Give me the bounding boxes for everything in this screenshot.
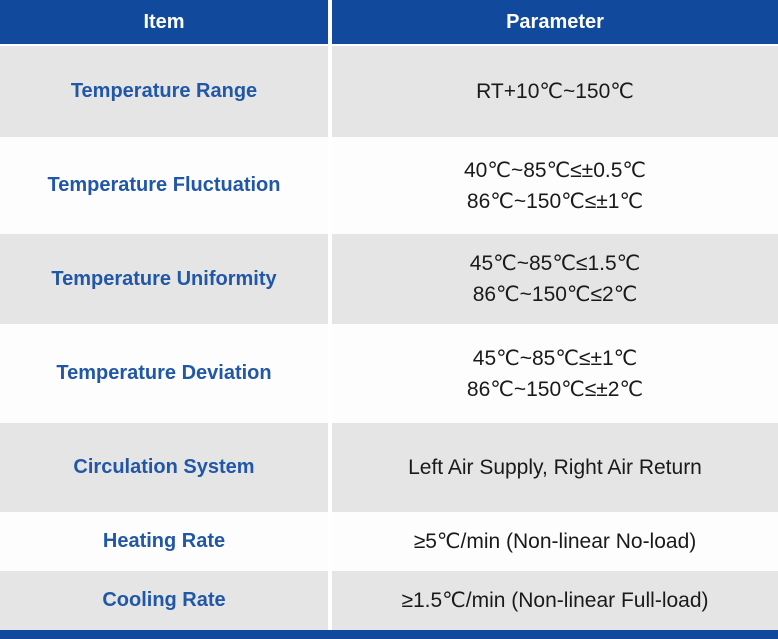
parameter-cell: RT+10℃~150℃ [332,46,778,137]
table-row: Temperature Deviation 45℃~85℃≤±1℃ 86℃~150℃… [0,324,778,423]
parameter-line: 45℃~85℃≤1.5℃ [469,252,641,275]
parameter-line: ≥5℃/min (Non-linear No-load) [413,530,697,553]
table-row: Temperature Uniformity 45℃~85℃≤1.5℃ 86℃~15… [0,234,778,324]
table-row: Circulation System Left Air Supply, Right… [0,423,778,512]
table-row: Heating Rate ≥5℃/min (Non-linear No-load) [0,512,778,571]
parameter-line: RT+10℃~150℃ [476,80,634,103]
column-header-parameter: Parameter [332,0,778,44]
parameter-cell: ≥5℃/min (Non-linear No-load) [332,512,778,571]
item-cell: Temperature Deviation [0,324,328,423]
parameter-line: Left Air Supply, Right Air Return [408,456,702,479]
parameter-line: ≥1.5℃/min (Non-linear Full-load) [401,589,709,612]
item-cell: Circulation System [0,423,328,512]
parameter-cell: ≥1.5℃/min (Non-linear Full-load) [332,571,778,630]
item-cell: Temperature Range [0,46,328,137]
item-cell: Temperature Fluctuation [0,137,328,234]
table-header-row: Item Parameter [0,0,778,44]
parameter-line: 86℃~150℃≤±1℃ [466,189,644,213]
parameter-cell: 45℃~85℃≤1.5℃ 86℃~150℃≤2℃ [332,234,778,324]
parameter-cell: 40℃~85℃≤±0.5℃ 86℃~150℃≤±1℃ [332,137,778,234]
parameter-line: 86℃~150℃≤±2℃ [466,377,644,401]
bottom-accent-bar [0,630,778,639]
column-header-item: Item [0,0,328,44]
table-row: Cooling Rate ≥1.5℃/min (Non-linear Full-l… [0,571,778,630]
item-cell: Heating Rate [0,512,328,571]
table-row: Temperature Fluctuation 40℃~85℃≤±0.5℃ 86℃~… [0,137,778,234]
table-body: Temperature Range RT+10℃~150℃ Temperature … [0,46,778,630]
item-cell: Temperature Uniformity [0,234,328,324]
parameter-line: 40℃~85℃≤±0.5℃ [464,158,646,182]
parameter-line: 86℃~150℃≤2℃ [472,283,638,306]
parameter-cell: Left Air Supply, Right Air Return [332,423,778,512]
item-cell: Cooling Rate [0,571,328,630]
parameter-cell: 45℃~85℃≤±1℃ 86℃~150℃≤±2℃ [332,324,778,423]
parameter-line: 45℃~85℃≤±1℃ [472,346,638,370]
table-row: Temperature Range RT+10℃~150℃ [0,46,778,137]
